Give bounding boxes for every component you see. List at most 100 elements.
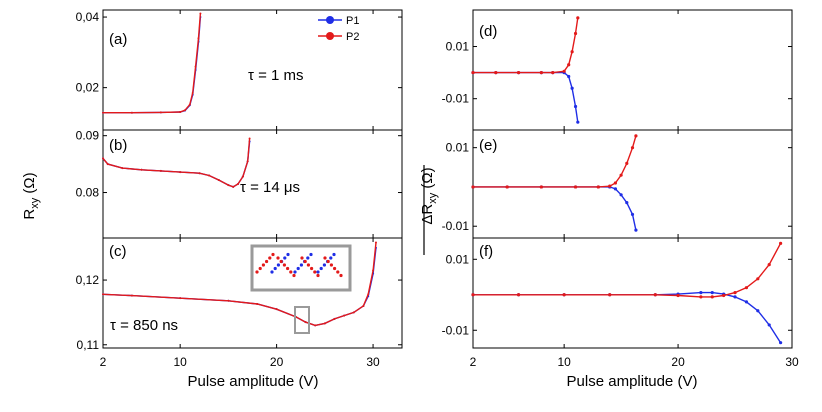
inset-point — [282, 263, 286, 267]
inset-frame — [250, 244, 352, 292]
x-tick-label: 10 — [173, 355, 187, 369]
y-tick-label: 0,12 — [76, 273, 100, 287]
data-point-p2 — [573, 31, 578, 36]
left-x-axis-label: Pulse amplitude (V) — [188, 373, 319, 390]
data-point-p2 — [232, 185, 235, 188]
inset-point — [258, 266, 262, 271]
inset-point — [276, 263, 280, 267]
data-point-p2 — [613, 181, 618, 185]
x-tick-label: 30 — [785, 355, 799, 369]
y-tick-label: 0.09 — [76, 129, 100, 143]
data-point-p2 — [471, 71, 475, 75]
data-point-p2 — [516, 71, 521, 75]
data-point-p2 — [676, 293, 680, 298]
data-point-p2 — [275, 308, 278, 311]
y-tick-label: 0.01 — [446, 40, 470, 54]
inset-point — [265, 259, 269, 264]
inset-point — [329, 256, 333, 260]
data-point-p2 — [159, 111, 162, 114]
data-point-p2 — [179, 297, 182, 300]
left-x-tick-labels: 2 10 20 30 — [100, 355, 380, 369]
inset-point — [300, 256, 304, 260]
data-point-p2 — [539, 71, 543, 75]
data-point-p1 — [573, 104, 578, 109]
panel-e: 0.01 -0.01 (e) — [442, 129, 793, 239]
data-point-p2 — [179, 171, 182, 174]
data-point-p2 — [140, 168, 143, 171]
data-point-p2 — [653, 293, 657, 297]
data-point-p2 — [198, 172, 201, 175]
data-point-p2 — [767, 263, 771, 267]
data-point-p1 — [779, 341, 783, 345]
data-point-p2 — [756, 277, 760, 281]
data-point-p2 — [710, 295, 714, 299]
data-point-p2 — [191, 91, 194, 94]
data-point-p2 — [372, 269, 375, 272]
left-y-label-unit: (Ω) — [21, 172, 38, 197]
data-point-p1 — [567, 74, 571, 79]
inset-data — [255, 252, 343, 278]
inset-point — [316, 270, 320, 274]
data-point-p2 — [576, 16, 580, 20]
data-point-p1 — [733, 295, 737, 299]
legend: P1 P2 — [318, 15, 359, 43]
x-tick-label: 30 — [366, 355, 380, 369]
data-point-p2 — [619, 173, 623, 177]
inset-point — [276, 256, 280, 260]
tau-annotation: τ = 1 ms — [248, 67, 304, 84]
data-point-p1 — [570, 86, 574, 90]
left-y-axis-label: Rxy (Ω) — [21, 172, 41, 219]
data-point-p2 — [188, 103, 191, 106]
inset-point — [293, 270, 297, 274]
data-point-p1 — [630, 212, 635, 217]
y-tick-label: 0,02 — [76, 81, 100, 95]
panel-label: (e) — [479, 137, 497, 154]
data-point-p2 — [130, 111, 133, 114]
data-point-p2 — [505, 185, 509, 189]
data-point-p2 — [314, 324, 317, 327]
inset-point — [292, 273, 296, 278]
series-line-p2 — [473, 17, 579, 74]
data-point-p2 — [237, 183, 240, 185]
y-tick-label: 0.01 — [446, 252, 470, 266]
data-point-p2 — [733, 291, 737, 295]
inset-point — [333, 266, 337, 271]
panel-f: 0.01 -0.01 (f) — [442, 237, 793, 349]
left-y-label-sub: xy — [29, 197, 41, 209]
data-point-p1 — [613, 187, 618, 191]
inset-point — [336, 270, 340, 274]
data-point-p2 — [494, 71, 498, 75]
panel-label: (c) — [109, 243, 127, 260]
series-line-p2 — [103, 13, 202, 114]
inset-point — [283, 256, 287, 260]
data-point-p1 — [619, 193, 623, 197]
data-point-p1 — [576, 120, 580, 124]
data-point-p2 — [159, 169, 162, 172]
inset-point — [303, 259, 307, 264]
x-tick-label: 20 — [270, 355, 284, 369]
left-y-label-main: R — [21, 209, 38, 220]
data-point-p2 — [197, 37, 200, 40]
right-y-axis-label: ΔRxy (Ω) — [419, 167, 439, 224]
inset-point — [273, 266, 277, 271]
inset-point — [286, 266, 290, 271]
data-point-p2 — [699, 295, 703, 299]
data-point-p2 — [121, 167, 124, 170]
tau-annotation: τ = 14 μs — [240, 179, 300, 196]
inset-point — [255, 270, 259, 274]
inset-point — [332, 252, 336, 257]
panel-frame — [102, 237, 403, 349]
inset-point — [286, 252, 290, 257]
tau-annotation: τ = 850 ns — [110, 317, 178, 334]
panel-d: 0.01 -0.01 (d) — [442, 9, 793, 131]
inset-point — [270, 270, 274, 274]
legend-p2-marker — [326, 32, 334, 40]
legend-p1-marker — [326, 16, 334, 24]
inset-point — [323, 256, 327, 260]
inset-point — [313, 270, 317, 274]
data-point-p2 — [102, 111, 104, 114]
inset-point — [299, 263, 303, 267]
data-point-p2 — [102, 293, 104, 296]
data-point-p2 — [362, 304, 365, 307]
